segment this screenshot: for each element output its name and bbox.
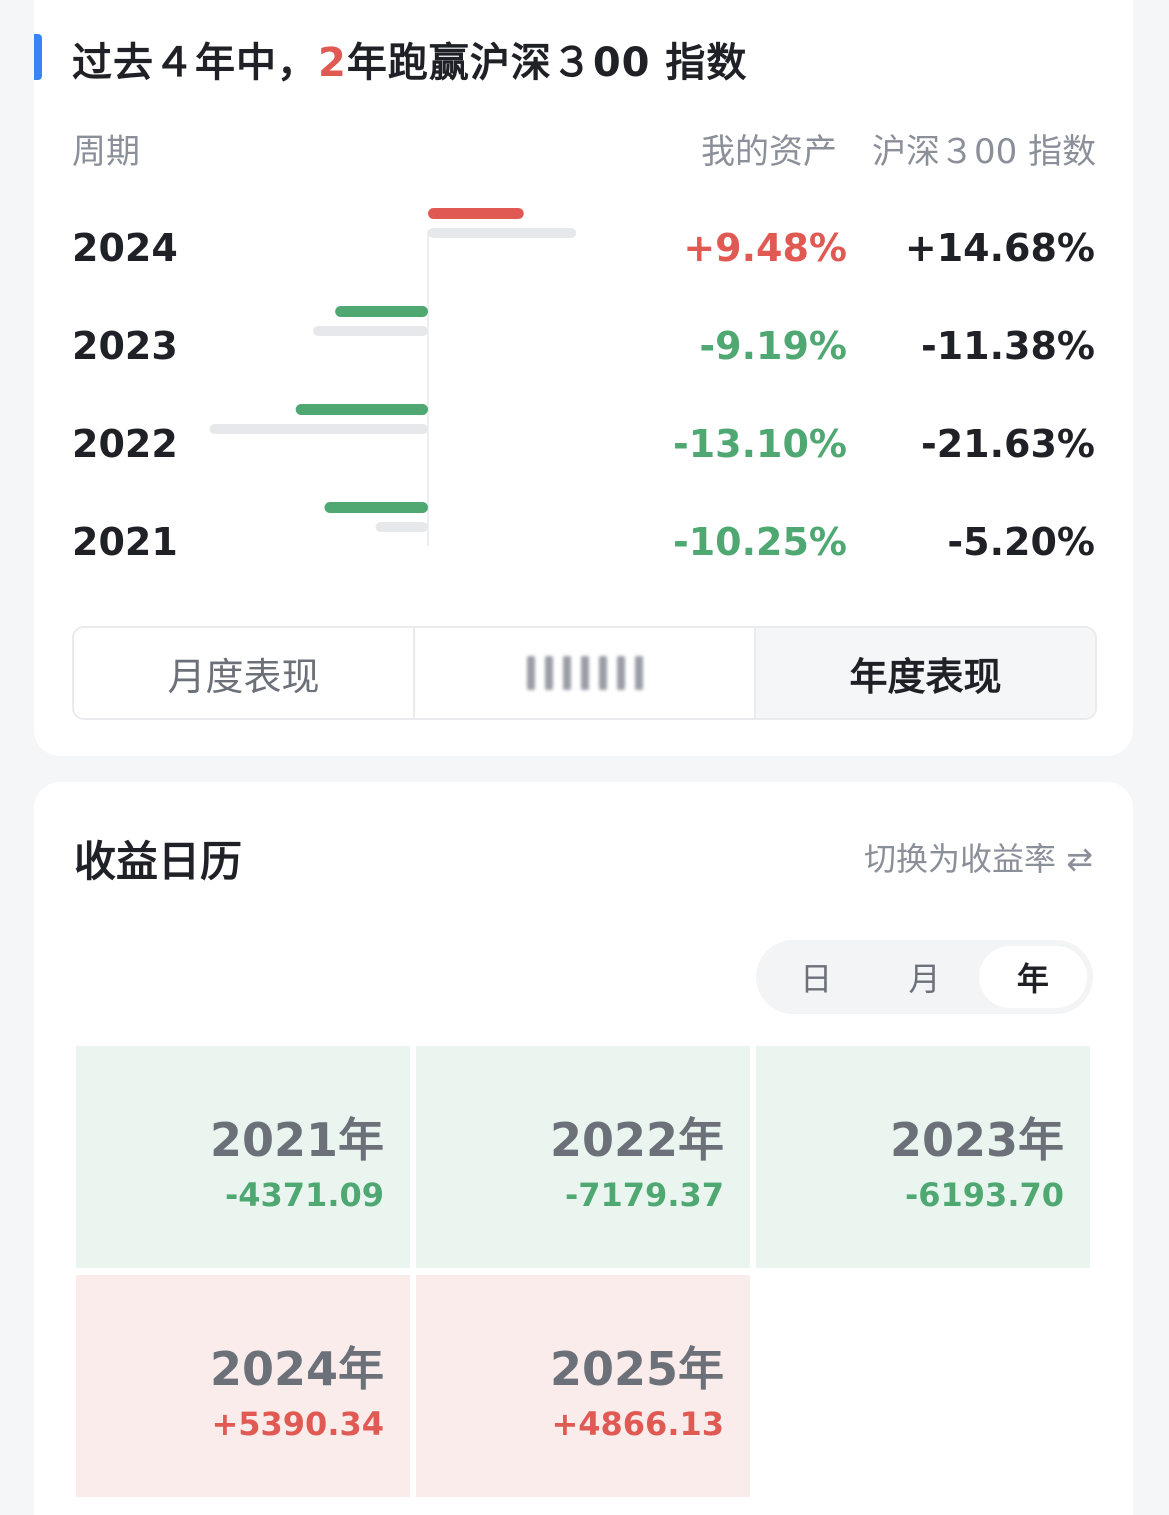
row-index-return: -5.20%	[947, 520, 1095, 564]
cell-year: 2024年	[209, 1342, 384, 1396]
calendar-cell[interactable]: 2022年 -7179.37	[416, 1046, 750, 1268]
table-row: 2024 +9.48% +14.68%	[34, 208, 1133, 288]
granularity-year[interactable]: 年	[978, 946, 1087, 1008]
column-header-csi300: 沪深３00 指数	[872, 132, 1097, 172]
performance-title: 过去４年中，2年跑赢沪深３00 指数	[72, 40, 748, 86]
row-my-return: -10.25%	[672, 520, 847, 564]
title-highlight-count: 2	[318, 40, 347, 86]
calendar-cell[interactable]: 2025年 +4866.13	[416, 1275, 750, 1497]
calendar-title: 收益日历	[74, 837, 243, 886]
table-row: 2021 -10.25% -5.20%	[34, 502, 1133, 582]
row-my-return: -13.10%	[672, 422, 847, 466]
row-index-return: +14.68%	[904, 226, 1095, 270]
granularity-selector: 日 月 年	[756, 940, 1093, 1014]
cell-year: 2025年	[549, 1342, 724, 1396]
row-year: 2022	[72, 422, 178, 466]
row-year: 2021	[72, 520, 178, 564]
calendar-cell[interactable]: 2024年 +5390.34	[76, 1275, 410, 1497]
row-index-return: -11.38%	[920, 324, 1095, 368]
tab-monthly[interactable]: 月度表现	[74, 628, 415, 718]
table-row: 2023 -9.19% -11.38%	[34, 306, 1133, 386]
switch-to-rate-button[interactable]: 切换为收益率 ⇄	[864, 840, 1093, 878]
title-accent-bar	[34, 34, 42, 80]
row-index-return: -21.63%	[920, 422, 1095, 466]
row-year: 2023	[72, 324, 178, 368]
row-year: 2024	[72, 226, 178, 270]
cell-value: -7179.37	[564, 1176, 724, 1214]
calendar-cell[interactable]: 2021年 -4371.09	[76, 1046, 410, 1268]
tab-obscured[interactable]	[415, 628, 756, 718]
cell-value: +5390.34	[211, 1405, 384, 1443]
cell-year: 2023年	[889, 1113, 1064, 1167]
cell-value: -6193.70	[904, 1176, 1064, 1214]
performance-period-tabs: 月度表现 年度表现	[72, 626, 1097, 720]
row-my-return: -9.19%	[699, 324, 847, 368]
cell-year: 2021年	[209, 1113, 384, 1167]
blurred-label	[526, 656, 643, 690]
cell-year: 2022年	[549, 1113, 724, 1167]
table-row: 2022 -13.10% -21.63%	[34, 404, 1133, 484]
column-header-period: 周期	[72, 132, 140, 172]
granularity-day[interactable]: 日	[800, 960, 833, 998]
performance-card: 过去４年中，2年跑赢沪深３00 指数 周期 我的资产 沪深３00 指数 2024…	[34, 0, 1133, 756]
tab-yearly[interactable]: 年度表现	[756, 628, 1095, 718]
column-header-my-assets: 我的资产	[701, 132, 837, 172]
swap-arrows-icon: ⇄	[1066, 840, 1093, 878]
cell-value: +4866.13	[551, 1405, 724, 1443]
row-my-return: +9.48%	[683, 226, 847, 270]
returns-calendar-card: 收益日历 切换为收益率 ⇄ 日 月 年 2021年 -4371.09 2022年…	[34, 782, 1133, 1515]
granularity-month[interactable]: 月	[908, 960, 941, 998]
cell-value: -4371.09	[224, 1176, 384, 1214]
calendar-cell[interactable]: 2023年 -6193.70	[756, 1046, 1090, 1268]
